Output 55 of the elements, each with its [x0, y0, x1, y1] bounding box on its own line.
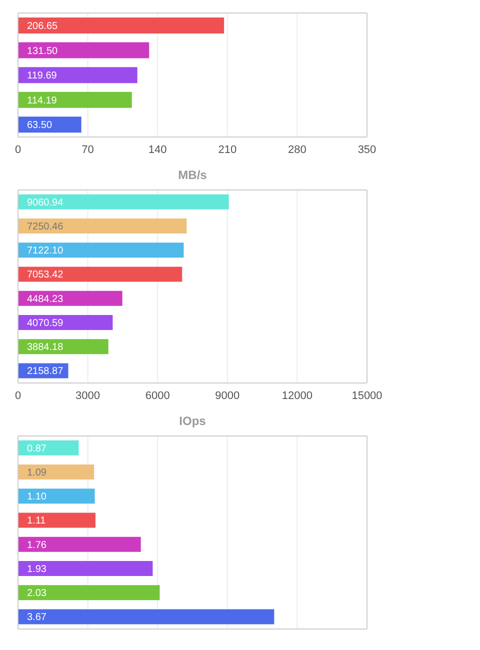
bar [18, 314, 113, 330]
x-axis-title: MB/s [178, 168, 208, 182]
x-tick-label: 3000 [76, 390, 100, 402]
bar [18, 488, 95, 504]
x-tick-label: 210 [218, 144, 237, 156]
bar [18, 536, 141, 552]
x-tick-label: 15000 [352, 390, 382, 402]
bar [18, 609, 274, 624]
data-label: 4484.23 [27, 294, 64, 305]
bar [18, 17, 224, 34]
x-tick-label: 9000 [215, 390, 240, 402]
data-label: 63.50 [27, 120, 52, 132]
x-tick-label: 6000 [145, 390, 170, 402]
data-label: 114.19 [27, 95, 58, 106]
bar [18, 42, 150, 58]
data-label: 1.10 [27, 492, 47, 503]
data-label: 2158.87 [27, 366, 64, 378]
x-axis-title: IOps [179, 414, 206, 428]
x-tick-label: 70 [82, 144, 94, 156]
x-tick-label: 12000 [282, 390, 312, 402]
data-label: 1.11 [27, 516, 46, 527]
bar [18, 218, 187, 234]
data-label: 4070.59 [27, 318, 64, 329]
bar [18, 194, 229, 210]
data-label: 1.09 [27, 467, 47, 478]
data-label: 119.69 [27, 70, 58, 82]
data-label: 1.93 [27, 564, 47, 575]
data-label: 7250.46 [27, 221, 64, 232]
x-tick-label: 0 [14, 390, 22, 402]
data-label: 0.87 [27, 443, 47, 454]
bar [18, 585, 160, 600]
bar [18, 464, 94, 480]
bar [18, 67, 138, 84]
bar [18, 560, 153, 576]
bar [18, 440, 79, 456]
x-tick-label: 280 [288, 144, 306, 156]
x-tick-label: 140 [148, 144, 167, 156]
bar [18, 242, 184, 258]
data-label: 7122.10 [27, 246, 64, 257]
bar [18, 92, 132, 108]
bar [18, 290, 122, 306]
bar [18, 116, 82, 133]
data-label: 7053.42 [27, 270, 64, 281]
bar [18, 339, 108, 354]
data-label: 2.03 [27, 588, 47, 600]
data-label: 131.50 [27, 46, 58, 57]
data-label: 206.65 [27, 20, 58, 32]
data-label: 9060.94 [27, 197, 64, 208]
bar [18, 266, 182, 282]
x-tick-label: 0 [14, 144, 22, 156]
x-tick-label: 350 [358, 144, 376, 156]
data-label: 3.67 [27, 612, 47, 624]
data-label: 3884.18 [27, 342, 64, 354]
data-label: 1.76 [27, 540, 47, 551]
bar [18, 512, 96, 528]
